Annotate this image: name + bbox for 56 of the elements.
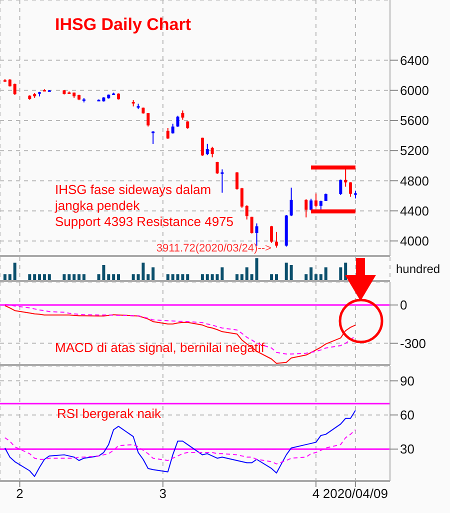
candlestick [210,146,214,158]
y-tick-label: 6400 [400,52,429,68]
candlestick [181,110,184,120]
bar [13,262,16,281]
y-tick-label: 60 [400,408,414,423]
candlestick [240,187,244,208]
bar [152,267,155,281]
bar [324,267,328,281]
annotation: 3911.72(2020/03/24)--> [156,242,272,254]
candlestick [304,198,308,218]
candlestick [349,182,352,198]
annotation: IHSG fase sideways dalam jangka pendek Support 4393 Resistance 4975 [55,182,234,230]
candlestick [314,193,318,208]
candlestick [310,198,313,211]
candlestick [319,200,322,212]
y-tick-label: 90 [400,373,414,388]
bar [290,265,293,281]
bar [339,267,342,281]
y-tick-label: 4000 [400,234,429,249]
text: IHSG Daily Chart [55,15,192,35]
candlestick [235,172,238,190]
y-tick-label: 30 [400,442,414,457]
candlestick [245,204,248,220]
candlestick [176,115,180,128]
y-tick-label: 0 [400,298,408,313]
candlestick [206,143,209,156]
bar [284,262,288,281]
x-tick-label: 4 [312,486,320,502]
candlestick [166,128,170,140]
line-series [4,410,356,477]
y-tick-label: 5200 [400,143,429,158]
y-tick-label: 4800 [400,173,429,188]
y-axis-title: hundred [396,262,440,276]
candlestick [216,161,219,174]
candlestick [339,179,342,196]
y-tick-label: 4400 [400,203,429,218]
x-tick-label: 2 [16,486,24,502]
candlestick [13,83,16,96]
line-series [4,305,356,364]
candlestick [270,225,274,244]
annotation: RSI bergerak naik [57,406,162,422]
candlestick [290,187,293,217]
candlestick [200,137,204,156]
candlestick [220,168,224,194]
bar [310,267,313,281]
candlestick [274,231,278,248]
candlestick [250,216,254,234]
y-tick-label: 5600 [400,113,429,128]
y-tick-label: -300 [400,336,426,351]
bar [220,267,224,281]
y-tick-label: 6000 [400,82,429,98]
x-tick-label: 2020/04/09 [322,486,388,502]
candlestick [146,112,150,127]
x-tick-label: 3 [159,486,167,502]
bar [245,267,248,281]
candlestick [152,130,155,144]
